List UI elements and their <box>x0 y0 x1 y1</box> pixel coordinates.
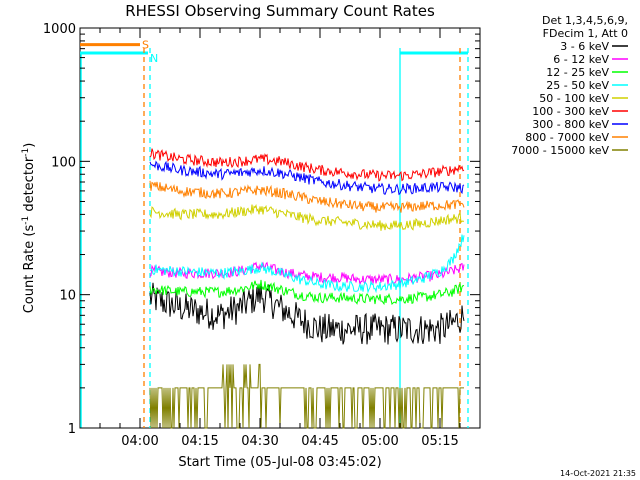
y-axis-label-sup1: -1 <box>21 216 31 225</box>
series-line <box>149 203 464 231</box>
series-line <box>149 363 464 429</box>
y-tick-label: 100 <box>51 155 76 170</box>
y-axis-ticks: 1 10 100 1000 <box>43 22 480 437</box>
legend-label: 25 - 50 keV <box>546 79 609 92</box>
y-axis-label-main: Count Rate (s <box>22 225 37 314</box>
y-tick-label: 1000 <box>43 22 76 37</box>
x-axis-ticks: 04:00 04:15 04:30 04:45 05:00 05:15 <box>99 28 481 449</box>
y-axis-label-sup2: -1 <box>21 148 31 157</box>
vertical-markers <box>80 48 469 428</box>
plot-frame <box>79 27 481 429</box>
legend-label: 7000 - 15000 keV <box>511 144 609 157</box>
series-line <box>149 261 465 285</box>
chart-title: RHESSI Observing Summary Count Rates <box>125 2 435 20</box>
series-line <box>149 282 465 345</box>
y-axis-label-end: ) <box>22 143 37 148</box>
series-line <box>149 180 465 213</box>
legend-label: 300 - 800 keV <box>532 118 609 131</box>
y-tick-label: 1 <box>68 422 76 437</box>
x-tick-label: 05:15 <box>421 434 458 449</box>
flag-label: S <box>142 39 149 52</box>
series-line <box>149 234 465 294</box>
legend-label: 3 - 6 keV <box>560 40 609 53</box>
timestamp: 14-Oct-2021 21:35 <box>560 469 636 478</box>
legend-header: FDecim 1, Att 0 <box>543 27 628 40</box>
legend-label: 12 - 25 keV <box>546 66 609 79</box>
x-tick-label: 04:45 <box>301 434 338 449</box>
flag-label: N <box>150 52 158 65</box>
y-tick-label: 10 <box>59 289 76 304</box>
legend-header: Det 1,3,4,5,6,9, <box>542 14 628 27</box>
legend-label: 800 - 7000 keV <box>525 131 609 144</box>
legend-label: 100 - 300 keV <box>532 105 609 118</box>
y-axis-label: Count Rate (s-1 detector-1) <box>21 143 37 314</box>
x-tick-label: 05:00 <box>361 434 398 449</box>
series-line <box>149 160 465 196</box>
legend-label: 50 - 100 keV <box>539 92 609 105</box>
x-axis-label: Start Time (05-Jul-08 03:45:02) <box>178 455 381 470</box>
legend-label: 6 - 12 keV <box>553 53 609 66</box>
x-tick-label: 04:00 <box>121 434 158 449</box>
flag-lines: SN <box>80 39 468 65</box>
series-line <box>149 148 465 182</box>
x-tick-label: 04:15 <box>181 434 218 449</box>
y-axis-label-mid: detector <box>22 156 37 216</box>
series-line <box>149 279 465 306</box>
legend: Det 1,3,4,5,6,9,FDecim 1, Att 03 - 6 keV… <box>511 14 628 157</box>
x-tick-label: 04:30 <box>241 434 278 449</box>
series-group <box>149 148 465 429</box>
